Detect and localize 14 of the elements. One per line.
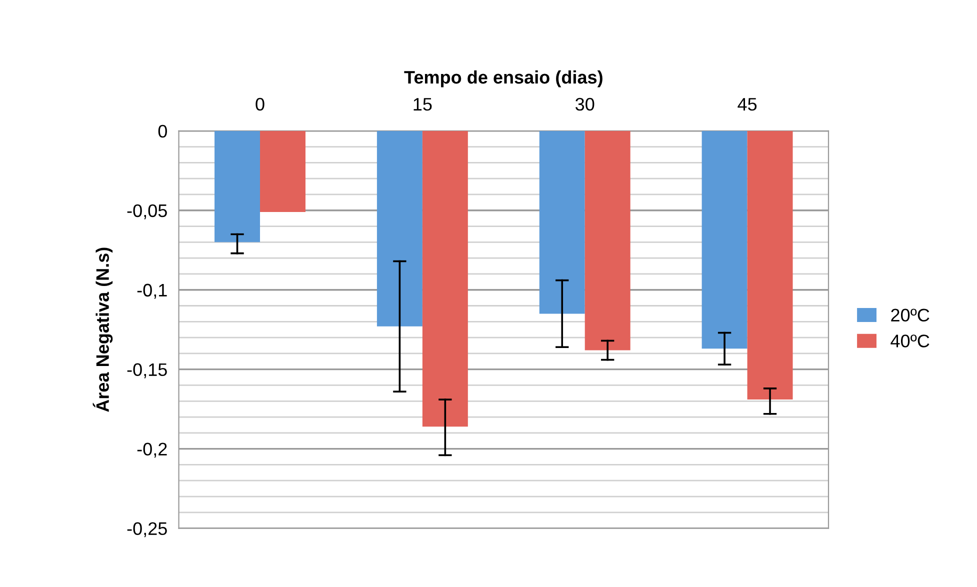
y-tick-label: -0,15 <box>127 363 167 378</box>
y-tick-label: 0 <box>158 124 167 138</box>
y-tick-label: -0,2 <box>137 442 167 458</box>
legend-label: 40ºC <box>890 334 930 348</box>
x-tick-label: 30 <box>576 98 594 111</box>
legend-label: 20ºC <box>891 308 930 322</box>
x-tick-label: 45 <box>738 98 757 111</box>
y-tick-label: -0,1 <box>137 284 167 299</box>
x-axis-title: Tempo de ensaio (dias) <box>404 70 602 88</box>
y-tick-label: -0,05 <box>127 204 167 220</box>
x-tick-label: 15 <box>414 98 432 111</box>
y-tick-label: -0,25 <box>127 522 167 538</box>
x-tick-label: 0 <box>256 98 264 111</box>
y-axis-title: Área Negativa (N.s) <box>92 248 113 412</box>
